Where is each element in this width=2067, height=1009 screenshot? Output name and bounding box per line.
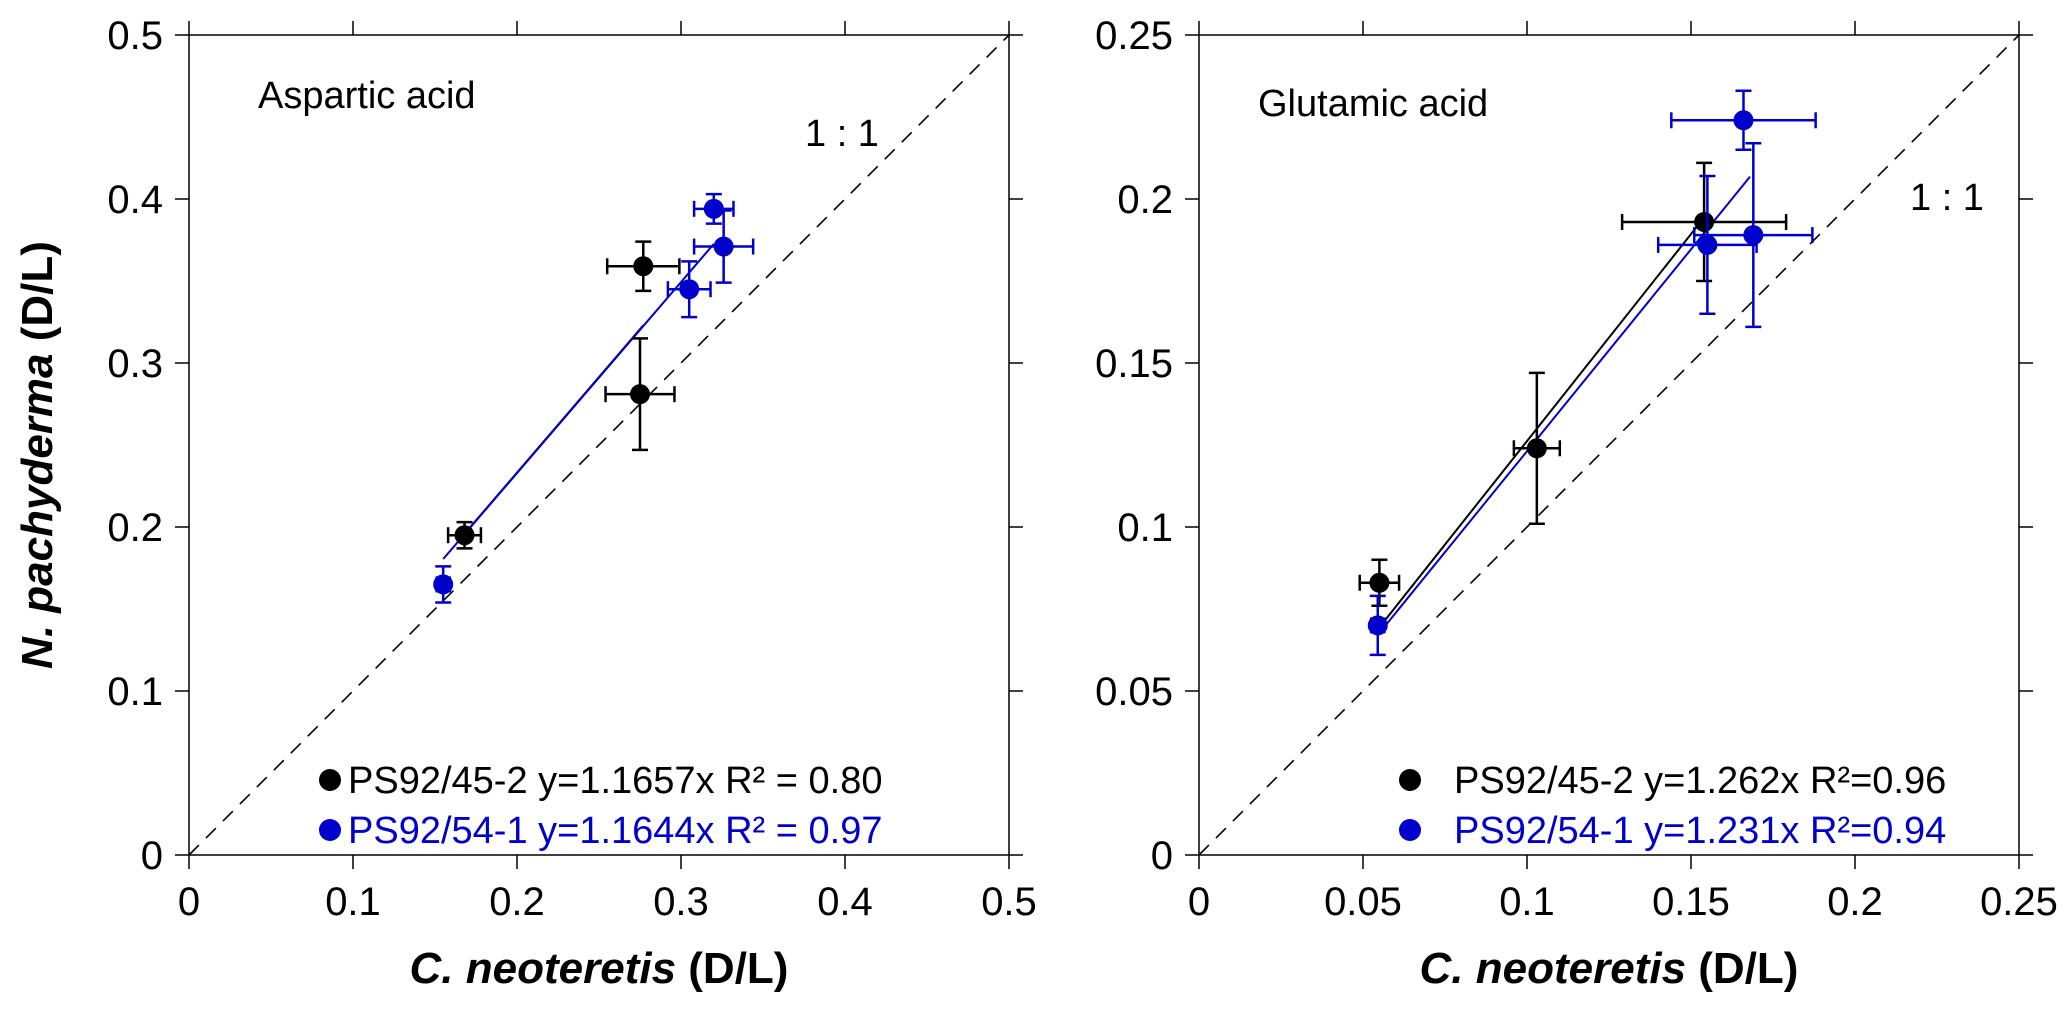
legend-entry: PS92/54-1 y=1.231x R²=0.94 — [1454, 810, 1946, 852]
x-axis-title: C. neoteretis (D/L) — [1420, 944, 1799, 993]
panel-title: Aspartic acid — [258, 75, 476, 117]
panel-title: Glutamic acid — [1258, 83, 1488, 125]
y-tick-label: 0.1 — [107, 670, 163, 714]
plot-frame — [188, 34, 1010, 856]
data-point — [1733, 110, 1754, 131]
x-tick-label: 0.1 — [325, 880, 381, 924]
data-point — [433, 574, 454, 595]
x-tick-label: 0.5 — [981, 880, 1037, 924]
x-tick-label: 0.05 — [1324, 880, 1402, 924]
fit-line-PS92-45-2 — [1378, 216, 1705, 628]
panel-aspartic-acid: 0 0.1 0.2 0.3 0.4 0.5 0 0.1 0.2 0.3 0.4 0.5 C. neote… — [107, 14, 1036, 993]
data-point — [713, 236, 734, 257]
data-point — [1694, 211, 1715, 232]
data-point — [454, 525, 475, 546]
y-tick-label: 0.05 — [1095, 670, 1173, 714]
y-axis-title-suffix: (D/L) — [13, 241, 62, 353]
x-tick-label: 0.4 — [817, 880, 873, 924]
legend-marker — [1399, 769, 1421, 791]
y-tick-label: 0.15 — [1095, 342, 1173, 386]
legend-marker — [319, 819, 341, 841]
y-tick-label: 0.5 — [107, 14, 163, 58]
y-axis-title-italic: N. pachyderma — [13, 353, 62, 668]
data-point — [703, 198, 724, 219]
data-point — [1526, 438, 1547, 459]
one-to-one-line — [1198, 34, 2020, 856]
x-tick-label: 0.2 — [1827, 880, 1883, 924]
legend-marker — [319, 769, 341, 791]
x-tick-label: 0 — [178, 880, 200, 924]
legend-marker — [1399, 819, 1421, 841]
one-to-one-label: 1 : 1 — [1910, 177, 1984, 219]
x-tick-label: 0.2 — [489, 880, 545, 924]
one-to-one-line — [188, 34, 1010, 856]
x-axis-title-italic: C. neoteretis — [1420, 944, 1687, 993]
x-axis-title-suffix: (D/L) — [676, 944, 788, 993]
plot-frame — [1198, 34, 2020, 856]
legend-entry: PS92/54-1 y=1.1644x R² = 0.97 — [348, 810, 882, 852]
x-tick-label: 0.3 — [653, 880, 709, 924]
x-tick-label: 0.1 — [1499, 880, 1555, 924]
x-axis-title: C. neoteretis (D/L) — [410, 944, 789, 993]
x-tick-label: 0.15 — [1652, 880, 1730, 924]
y-tick-label: 0 — [1151, 834, 1173, 878]
y-tick-label: 0.2 — [107, 506, 163, 550]
x-tick-label: 0.25 — [1980, 880, 2058, 924]
y-tick-label: 0.2 — [1117, 178, 1173, 222]
data-point — [1697, 234, 1718, 255]
legend-entry: PS92/45-2 y=1.1657x R² = 0.80 — [348, 760, 882, 802]
data-point — [1369, 572, 1390, 593]
y-axis-title: N. pachyderma (D/L) — [13, 241, 62, 669]
data-point — [1367, 615, 1388, 636]
panel-glutamic-acid: 0 0.05 0.1 0.15 0.2 0.25 0 0.05 0.1 0.15 0.2 0.25 C.… — [1095, 14, 2058, 993]
fit-line-PS92-54-1 — [1378, 176, 1751, 634]
y-tick-label: 0.1 — [1117, 506, 1173, 550]
one-to-one-label: 1 : 1 — [805, 113, 879, 155]
data-point — [679, 279, 700, 300]
y-tick-label: 0.25 — [1095, 14, 1173, 58]
y-tick-label: 0.3 — [107, 342, 163, 386]
legend-entry: PS92/45-2 y=1.262x R²=0.96 — [1454, 760, 1946, 802]
y-tick-label: 0.4 — [107, 178, 163, 222]
data-point — [1743, 225, 1764, 246]
data-point — [630, 384, 650, 405]
x-tick-label: 0 — [1188, 880, 1210, 924]
x-axis-title-suffix: (D/L) — [1686, 944, 1798, 993]
x-axis-title-italic: C. neoteretis — [410, 944, 677, 993]
y-tick-label: 0 — [141, 834, 163, 878]
data-point — [633, 256, 654, 277]
